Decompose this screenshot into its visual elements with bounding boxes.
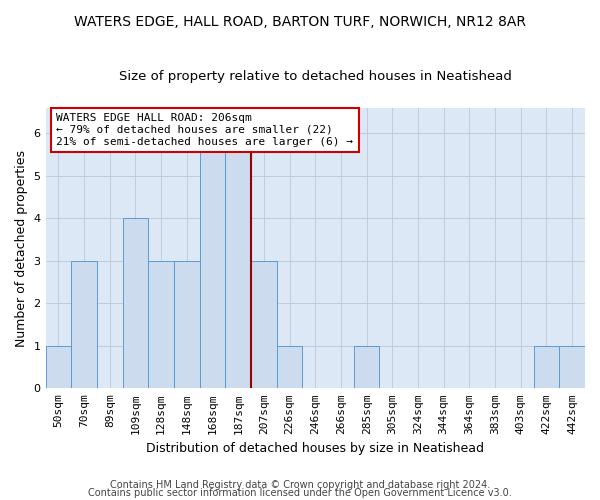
Bar [200, 134, 226, 388]
Text: Contains HM Land Registry data © Crown copyright and database right 2024.: Contains HM Land Registry data © Crown c… [110, 480, 490, 490]
Bar [559, 346, 585, 389]
Bar [46, 346, 71, 389]
Y-axis label: Number of detached properties: Number of detached properties [15, 150, 28, 346]
Bar [354, 346, 379, 389]
Bar [226, 134, 251, 388]
Bar [533, 346, 559, 389]
Text: WATERS EDGE, HALL ROAD, BARTON TURF, NORWICH, NR12 8AR: WATERS EDGE, HALL ROAD, BARTON TURF, NOR… [74, 15, 526, 29]
Text: Contains public sector information licensed under the Open Government Licence v3: Contains public sector information licen… [88, 488, 512, 498]
Bar [122, 218, 148, 388]
Title: Size of property relative to detached houses in Neatishead: Size of property relative to detached ho… [119, 70, 512, 83]
Text: WATERS EDGE HALL ROAD: 206sqm
← 79% of detached houses are smaller (22)
21% of s: WATERS EDGE HALL ROAD: 206sqm ← 79% of d… [56, 114, 353, 146]
X-axis label: Distribution of detached houses by size in Neatishead: Distribution of detached houses by size … [146, 442, 484, 455]
Bar [174, 261, 200, 388]
Bar [148, 261, 174, 388]
Bar [277, 346, 302, 389]
Bar [71, 261, 97, 388]
Bar [251, 261, 277, 388]
